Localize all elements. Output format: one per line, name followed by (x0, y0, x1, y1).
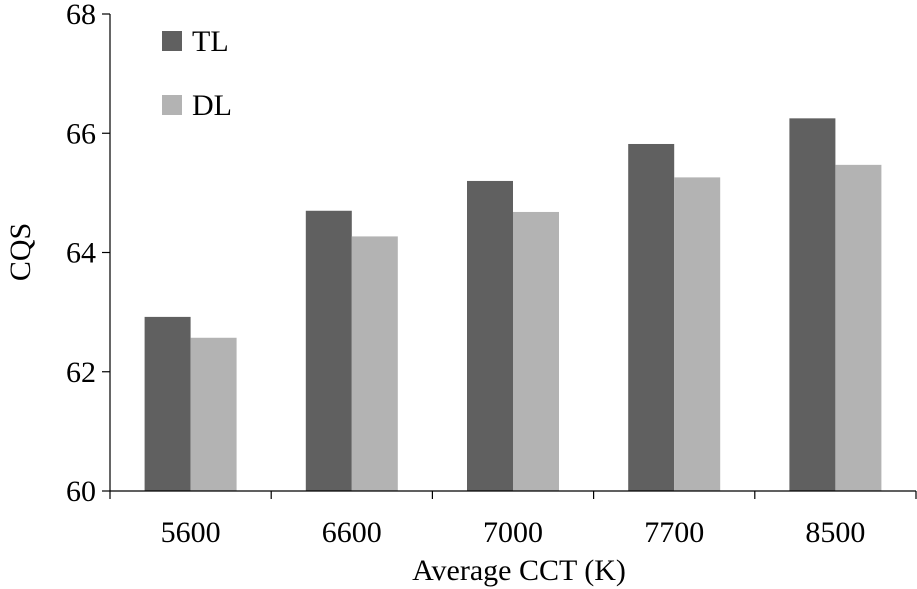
bar-dl-5600 (190, 337, 237, 491)
bar-tl-7000 (467, 180, 513, 491)
y-axis-label: CQS (4, 223, 37, 281)
bar-tl-6600 (305, 210, 352, 491)
legend: TL DL (162, 25, 232, 122)
bar-tl-7700 (628, 143, 675, 492)
y-tick-label: 62 (66, 356, 96, 389)
bar-tl-5600 (144, 316, 191, 491)
y-tick-label: 68 (66, 0, 96, 31)
legend-swatch-tl (162, 31, 182, 51)
bar-dl-7700 (674, 177, 721, 491)
x-axis-label: Average CCT (K) (412, 554, 626, 587)
y-tick-label: 64 (66, 237, 96, 270)
y-axis-ticks: 60 62 64 66 68 (66, 0, 110, 508)
legend-label-dl: DL (192, 89, 232, 122)
bar-tl-8500 (789, 118, 836, 491)
x-tick-label: 7000 (483, 516, 543, 549)
legend-swatch-dl (162, 95, 182, 115)
y-tick-label: 60 (66, 475, 96, 508)
bar-dl-6600 (351, 236, 398, 491)
bar-dl-8500 (835, 164, 882, 491)
legend-label-tl: TL (192, 25, 229, 58)
y-tick-label: 66 (66, 117, 96, 150)
x-tick-label: 8500 (805, 516, 865, 549)
x-axis-ticks: 5600 6600 7000 7700 8500 (109, 491, 917, 549)
x-tick-label: 6600 (322, 516, 382, 549)
x-tick-label: 5600 (161, 516, 221, 549)
bar-dl-7000 (513, 211, 559, 491)
x-tick-label: 7700 (644, 516, 704, 549)
bars (144, 118, 882, 492)
